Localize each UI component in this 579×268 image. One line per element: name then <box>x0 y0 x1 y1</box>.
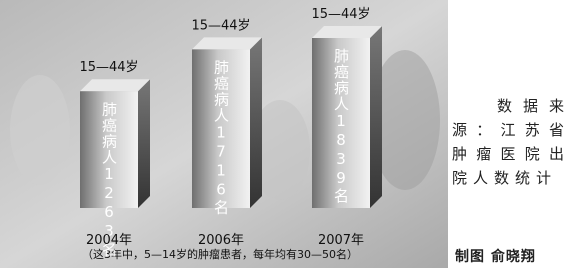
age-label: 15—44岁 <box>311 7 370 22</box>
bar-top <box>192 37 262 49</box>
page: （这3年中，5—14岁的肿瘤患者，每年均有30—50名） 肺癌病人1263名15… <box>0 0 579 268</box>
photo-figure <box>10 75 70 185</box>
x-tick-label: 2007年 <box>318 233 364 248</box>
x-tick-label: 2004年 <box>86 233 132 248</box>
value-label: 肺癌病人1839名 <box>332 48 350 204</box>
bar-top <box>312 26 382 38</box>
age-label: 15—44岁 <box>191 18 250 33</box>
source: 数据来源：江苏省肿瘤医院出院人数统计 <box>452 94 570 190</box>
bar-side <box>370 26 382 208</box>
chart: （这3年中，5—14岁的肿瘤患者，每年均有30—50名） 肺癌病人1263名15… <box>0 0 448 268</box>
bar-side <box>138 79 150 208</box>
x-tick-label: 2006年 <box>198 233 244 248</box>
bar-side <box>250 37 262 208</box>
note: （这3年中，5—14岁的肿瘤患者，每年均有30—50名） <box>82 247 358 261</box>
age-label: 15—44岁 <box>79 60 138 75</box>
value-label: 肺癌病人1716名 <box>212 59 230 215</box>
bar-top <box>80 79 150 91</box>
credit: 制图 俞晓翔 <box>455 246 536 266</box>
